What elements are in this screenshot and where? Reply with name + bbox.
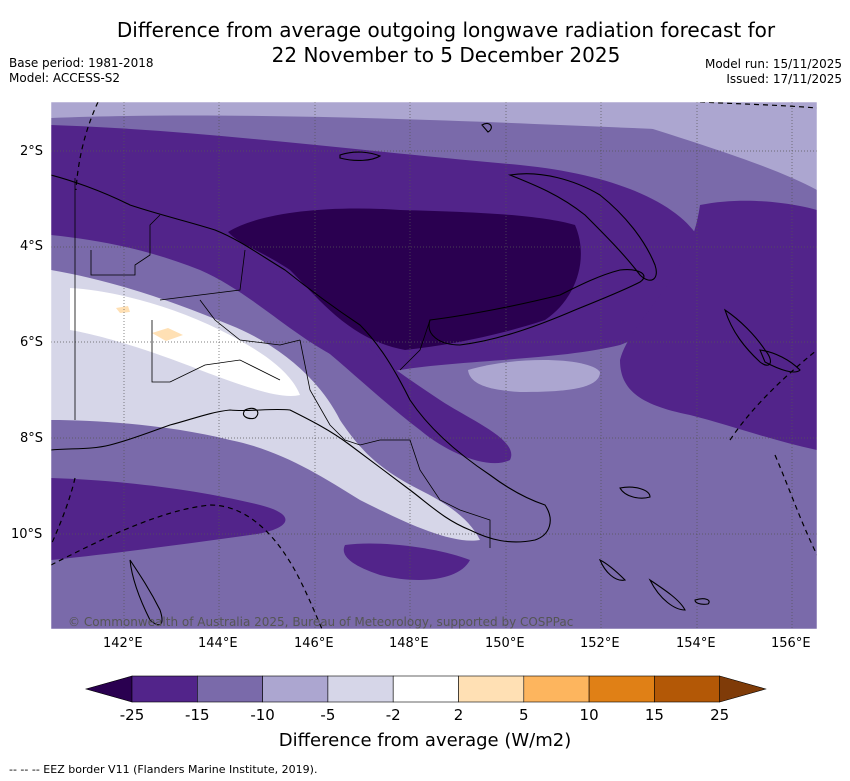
colorbar-tick-label: 15 [644, 706, 664, 724]
lon-label-152e: 152°E [580, 636, 620, 651]
colorbar-tick-label: 10 [579, 706, 599, 724]
colorbar [84, 675, 767, 703]
model-name: Model: ACCESS-S2 [9, 71, 121, 85]
lat-label-4s: 4°S [20, 239, 44, 254]
map-gridlines [51, 102, 817, 629]
map-frame [50, 101, 818, 630]
eez-legend-note: -- -- -- EEZ border V11 (Flanders Marine… [9, 763, 318, 776]
lat-label-10s: 10°S [11, 527, 43, 542]
colorbar-bin [327, 675, 394, 703]
colorbar-bin [392, 675, 459, 703]
model-run: Model run: 15/11/2025 [704, 57, 842, 71]
colorbar-tick-label: -10 [250, 706, 275, 724]
colorbar-tick-label: -15 [185, 706, 210, 724]
colorbar-bin [262, 675, 329, 703]
colorbar-bin [131, 675, 198, 703]
admin-borders [74, 178, 491, 548]
coastlines [51, 122, 801, 626]
colorbar-tick-label: -5 [320, 706, 336, 724]
colorbar-tick-label: 2 [453, 706, 464, 724]
lat-label-6s: 6°S [20, 335, 44, 350]
lon-label-154e: 154°E [676, 636, 716, 651]
anomaly-south-15 [343, 543, 470, 580]
anomaly-east-15 [620, 200, 817, 450]
map-title: Difference from average outgoing longwav… [0, 18, 850, 68]
lon-label-142e: 142°E [103, 636, 143, 651]
colorbar-bin [523, 675, 590, 703]
anomaly-positive-spot-1 [152, 328, 183, 341]
lon-label-146e: 146°E [294, 636, 334, 651]
colorbar-title: Difference from average (W/m2) [278, 730, 572, 751]
lat-label-2s: 2°S [20, 144, 44, 159]
colorbar-tick-label: 5 [519, 706, 529, 724]
copyright-text: © Commonwealth of Australia 2025, Bureau… [68, 615, 573, 629]
lon-label-148e: 148°E [389, 636, 429, 651]
meta-left: Base period: 1981-2018 Model: ACCESS-S2 [9, 56, 154, 86]
anomaly-positive-spot-2 [116, 306, 130, 313]
colorbar-extend-low [84, 675, 133, 703]
colorbar-tick-label: -2 [385, 706, 401, 724]
title-line-2: 22 November to 5 December 2025 [271, 43, 621, 67]
anomaly-patch-ne [640, 102, 817, 190]
colorbar-tick-label: 25 [710, 706, 730, 724]
colorbar-bin [458, 675, 525, 703]
issued-date: Issued: 17/11/2025 [726, 72, 842, 86]
eez-borders [51, 102, 817, 629]
anomaly-patch-central [468, 360, 600, 392]
lat-label-8s: 8°S [20, 431, 44, 446]
map-panel: © Commonwealth of Australia 2025, Bureau… [51, 102, 817, 629]
colorbar-tick-label: -25 [119, 706, 145, 724]
colorbar-bin [654, 675, 721, 703]
lon-label-144e: 144°E [198, 636, 238, 651]
lon-label-150e: 150°E [485, 636, 525, 651]
title-line-1: Difference from average outgoing longwav… [116, 18, 776, 42]
colorbar-bin [197, 675, 263, 703]
anomaly-southwest-15 [51, 478, 286, 560]
base-period: Base period: 1981-2018 [9, 56, 154, 70]
anomaly-arm-15 [300, 330, 512, 464]
anomaly-core-25 [228, 208, 581, 350]
lon-label-156e: 156°E [771, 636, 811, 651]
meta-right: Model run: 15/11/2025 Issued: 17/11/2025 [705, 57, 842, 87]
colorbar-bin [588, 675, 655, 703]
colorbar-extend-high [719, 675, 767, 703]
anomaly-near-zero [70, 288, 300, 396]
